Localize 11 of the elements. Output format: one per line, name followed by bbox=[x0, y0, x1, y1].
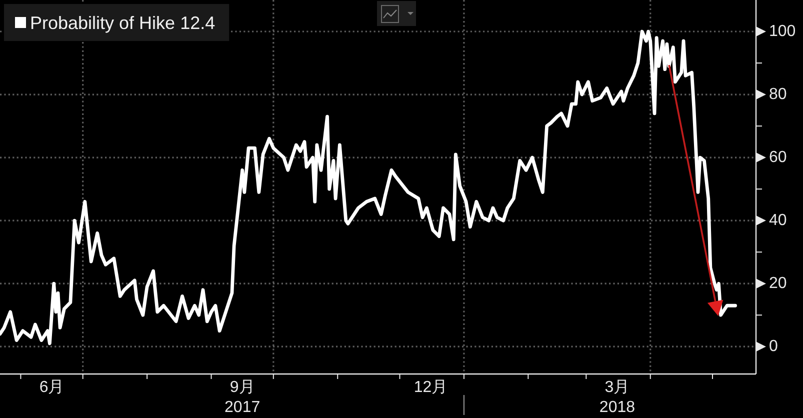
x-tick-label: 9月 2017 bbox=[224, 379, 260, 416]
x-tick-label: 12月 bbox=[414, 379, 448, 396]
x-tick-label: 6月 bbox=[39, 379, 64, 396]
x-tick-label: 3月 2018 bbox=[599, 379, 636, 416]
y-tick-label: 40 bbox=[769, 212, 787, 230]
y-tick-label: 0 bbox=[769, 338, 778, 356]
y-tick-label: 100 bbox=[769, 23, 796, 40]
legend-label: Probability of Hike 12.4 bbox=[30, 13, 216, 33]
y-tick-label: 20 bbox=[769, 275, 787, 292]
y-tick-label: 60 bbox=[769, 149, 787, 166]
y-tick-label: 80 bbox=[769, 86, 787, 104]
